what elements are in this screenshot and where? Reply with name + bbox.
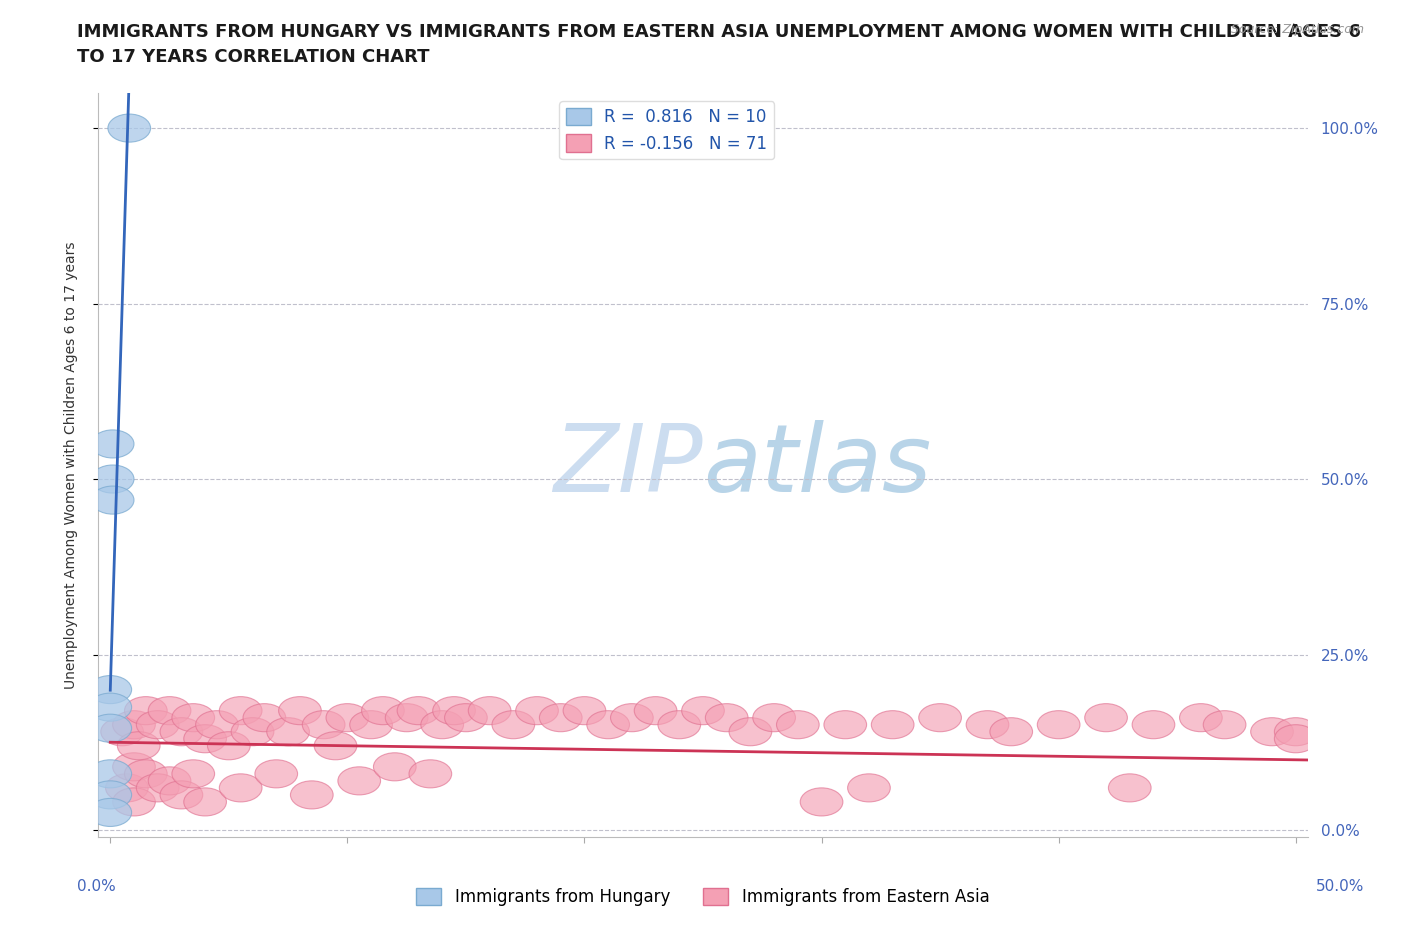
Ellipse shape [730, 718, 772, 746]
Ellipse shape [314, 732, 357, 760]
Ellipse shape [125, 760, 167, 788]
Ellipse shape [396, 697, 440, 724]
Ellipse shape [160, 718, 202, 746]
Ellipse shape [1251, 718, 1294, 746]
Ellipse shape [254, 760, 298, 788]
Ellipse shape [1274, 718, 1317, 746]
Ellipse shape [278, 697, 322, 724]
Ellipse shape [564, 697, 606, 724]
Ellipse shape [1108, 774, 1152, 802]
Ellipse shape [89, 675, 132, 704]
Ellipse shape [91, 430, 134, 458]
Ellipse shape [89, 781, 132, 809]
Ellipse shape [1038, 711, 1080, 738]
Ellipse shape [267, 718, 309, 746]
Ellipse shape [634, 697, 676, 724]
Ellipse shape [89, 760, 132, 788]
Ellipse shape [918, 704, 962, 732]
Ellipse shape [420, 711, 464, 738]
Ellipse shape [326, 704, 368, 732]
Ellipse shape [776, 711, 820, 738]
Ellipse shape [108, 114, 150, 142]
Ellipse shape [540, 704, 582, 732]
Ellipse shape [291, 781, 333, 809]
Ellipse shape [1274, 724, 1317, 752]
Ellipse shape [444, 704, 488, 732]
Ellipse shape [136, 774, 179, 802]
Ellipse shape [966, 711, 1010, 738]
Ellipse shape [184, 724, 226, 752]
Ellipse shape [385, 704, 427, 732]
Ellipse shape [872, 711, 914, 738]
Ellipse shape [91, 486, 134, 514]
Ellipse shape [160, 781, 202, 809]
Ellipse shape [1084, 704, 1128, 732]
Legend: R =  0.816   N = 10, R = -0.156   N = 71: R = 0.816 N = 10, R = -0.156 N = 71 [560, 101, 775, 159]
Ellipse shape [231, 718, 274, 746]
Ellipse shape [112, 788, 155, 816]
Ellipse shape [990, 718, 1032, 746]
Ellipse shape [243, 704, 285, 732]
Ellipse shape [586, 711, 630, 738]
Ellipse shape [208, 732, 250, 760]
Ellipse shape [302, 711, 344, 738]
Ellipse shape [337, 767, 381, 795]
Ellipse shape [752, 704, 796, 732]
Text: ZIP: ZIP [554, 419, 703, 511]
Ellipse shape [89, 693, 132, 721]
Ellipse shape [682, 697, 724, 724]
Text: IMMIGRANTS FROM HUNGARY VS IMMIGRANTS FROM EASTERN ASIA UNEMPLOYMENT AMONG WOMEN: IMMIGRANTS FROM HUNGARY VS IMMIGRANTS FR… [77, 23, 1361, 66]
Ellipse shape [492, 711, 534, 738]
Ellipse shape [800, 788, 842, 816]
Ellipse shape [101, 718, 143, 746]
Ellipse shape [468, 697, 510, 724]
Ellipse shape [824, 711, 866, 738]
Ellipse shape [219, 774, 262, 802]
Ellipse shape [610, 704, 654, 732]
Text: 0.0%: 0.0% [77, 879, 117, 894]
Ellipse shape [148, 767, 191, 795]
Ellipse shape [125, 697, 167, 724]
Ellipse shape [184, 788, 226, 816]
Ellipse shape [1204, 711, 1246, 738]
Ellipse shape [658, 711, 700, 738]
Legend: Immigrants from Hungary, Immigrants from Eastern Asia: Immigrants from Hungary, Immigrants from… [409, 881, 997, 912]
Text: 50.0%: 50.0% [1316, 879, 1364, 894]
Ellipse shape [89, 714, 132, 742]
Ellipse shape [172, 760, 215, 788]
Ellipse shape [350, 711, 392, 738]
Ellipse shape [516, 697, 558, 724]
Ellipse shape [361, 697, 405, 724]
Ellipse shape [374, 752, 416, 781]
Ellipse shape [105, 774, 148, 802]
Ellipse shape [136, 711, 179, 738]
Ellipse shape [706, 704, 748, 732]
Ellipse shape [112, 752, 155, 781]
Ellipse shape [1132, 711, 1175, 738]
Ellipse shape [1180, 704, 1222, 732]
Text: Source: ZipAtlas.com: Source: ZipAtlas.com [1230, 23, 1364, 36]
Ellipse shape [433, 697, 475, 724]
Ellipse shape [219, 697, 262, 724]
Ellipse shape [112, 711, 155, 738]
Ellipse shape [172, 704, 215, 732]
Y-axis label: Unemployment Among Women with Children Ages 6 to 17 years: Unemployment Among Women with Children A… [63, 241, 77, 689]
Ellipse shape [117, 732, 160, 760]
Ellipse shape [91, 465, 134, 493]
Text: atlas: atlas [703, 419, 931, 511]
Ellipse shape [195, 711, 238, 738]
Ellipse shape [409, 760, 451, 788]
Ellipse shape [848, 774, 890, 802]
Ellipse shape [148, 697, 191, 724]
Ellipse shape [89, 798, 132, 827]
